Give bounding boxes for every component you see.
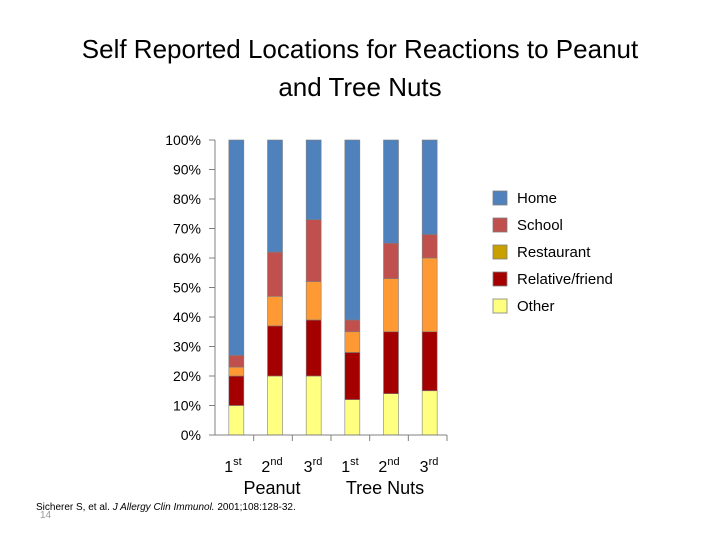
bar-stack bbox=[344, 139, 361, 436]
slide-number: 14 bbox=[40, 510, 52, 521]
x-tick-label: 3rd bbox=[420, 456, 439, 476]
bar-stack bbox=[305, 139, 322, 436]
legend-swatch bbox=[492, 298, 508, 314]
legend-label: Other bbox=[517, 298, 555, 315]
bar-segment-home bbox=[421, 139, 438, 235]
bar-segment-other bbox=[421, 390, 438, 436]
bar-segment-relative-friend bbox=[421, 331, 438, 392]
chart-legend: Home School Restaurant Relative/friend Other bbox=[492, 190, 613, 315]
bar-segment-school bbox=[228, 355, 245, 368]
citation-details: 2001;108:128-32. bbox=[214, 502, 296, 513]
bar-segment-restaurant bbox=[305, 281, 322, 321]
bar-stack bbox=[421, 139, 438, 436]
bar-segment-home bbox=[267, 139, 283, 253]
legend-label: Restaurant bbox=[517, 244, 591, 261]
y-tick-label: 60% bbox=[173, 250, 201, 266]
y-tick-label: 80% bbox=[173, 191, 201, 207]
bar-segment-restaurant bbox=[267, 296, 283, 327]
bar-segment-other bbox=[305, 375, 322, 436]
bar-segment-school bbox=[383, 242, 399, 279]
legend-label: Relative/friend bbox=[517, 271, 613, 288]
bar-stack bbox=[228, 139, 245, 436]
bar-segment-school bbox=[421, 234, 438, 259]
bar-segment-other bbox=[344, 399, 361, 436]
title-line-1: Self Reported Locations for Reactions to… bbox=[81, 34, 639, 64]
bar-segment-relative-friend bbox=[383, 331, 399, 395]
x-group-label: Tree Nuts bbox=[346, 478, 424, 498]
citation-authors: Sicherer S, et al. bbox=[36, 502, 113, 513]
x-group-label: Peanut bbox=[243, 478, 300, 498]
legend-swatch bbox=[492, 244, 508, 260]
y-tick-label: 50% bbox=[173, 280, 201, 296]
x-tick-label: 2nd bbox=[261, 456, 282, 476]
y-tick-label: 20% bbox=[173, 368, 201, 384]
bar-segment-relative-friend bbox=[228, 375, 245, 406]
x-tick-label: 1st bbox=[341, 456, 358, 476]
bar-stack bbox=[267, 139, 283, 436]
legend-item: Restaurant bbox=[492, 244, 591, 261]
legend-swatch bbox=[492, 217, 508, 233]
bar-segment-other bbox=[267, 375, 283, 436]
bar-segment-restaurant bbox=[228, 366, 245, 377]
bar-segment-other bbox=[228, 405, 245, 436]
legend-label: School bbox=[517, 217, 563, 234]
legend-item: School bbox=[492, 217, 563, 234]
legend-item: Other bbox=[492, 298, 555, 315]
legend-label: Home bbox=[517, 190, 557, 207]
y-tick-label: 10% bbox=[173, 398, 201, 414]
y-tick-label: 30% bbox=[173, 339, 201, 355]
bar-segment-home bbox=[344, 139, 361, 321]
y-tick-label: 40% bbox=[173, 309, 201, 325]
citation-journal: J Allergy Clin Immunol. bbox=[112, 502, 215, 513]
bar-segment-home bbox=[383, 139, 399, 244]
bar-segment-home bbox=[305, 139, 322, 220]
y-tick-label: 90% bbox=[173, 162, 201, 178]
bar-stacks bbox=[228, 139, 438, 436]
legend-swatch bbox=[492, 190, 508, 206]
bar-segment-relative-friend bbox=[305, 319, 322, 377]
title-line-2: and Tree Nuts bbox=[278, 72, 442, 102]
x-tick-label: 1st bbox=[224, 456, 241, 476]
legend-item: Relative/friend bbox=[492, 271, 613, 288]
y-axis: 0% 10% 20% 30% 40% 50% 60% 70% 80% 90% 100% bbox=[165, 132, 448, 443]
bar-segment-restaurant bbox=[383, 278, 399, 333]
bar-segment-school bbox=[344, 319, 361, 333]
bar-segment-other bbox=[383, 393, 399, 436]
slide-title: Self Reported Locations for Reactions to… bbox=[0, 30, 720, 106]
x-tick-label: 3rd bbox=[304, 456, 323, 476]
bar-segment-school bbox=[267, 251, 283, 297]
x-tick-label: 2nd bbox=[378, 456, 399, 476]
bar-stack bbox=[383, 139, 399, 436]
y-tick-label: 100% bbox=[165, 132, 201, 148]
bar-segment-relative-friend bbox=[267, 325, 283, 377]
legend-swatch bbox=[492, 271, 508, 287]
bar-segment-home bbox=[228, 139, 245, 356]
bar-segment-restaurant bbox=[344, 331, 361, 353]
legend-item: Home bbox=[492, 190, 557, 207]
bar-segment-school bbox=[305, 219, 322, 282]
bar-segment-restaurant bbox=[421, 257, 438, 333]
bar-segment-relative-friend bbox=[344, 352, 361, 400]
y-tick-label: 70% bbox=[173, 221, 201, 237]
y-tick-label: 0% bbox=[181, 427, 201, 443]
citation: Sicherer S, et al. J Allergy Clin Immuno… bbox=[36, 502, 296, 513]
